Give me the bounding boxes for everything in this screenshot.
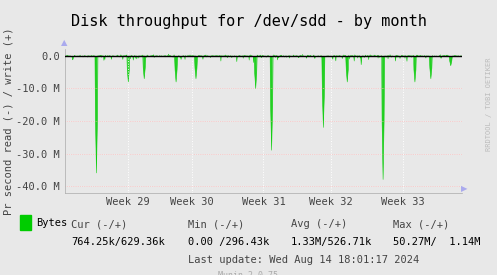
Text: RRDTOOL / TOBI OETIKER: RRDTOOL / TOBI OETIKER bbox=[486, 58, 492, 151]
Text: Min (-/+): Min (-/+) bbox=[188, 219, 244, 229]
Text: Last update: Wed Aug 14 18:01:17 2024: Last update: Wed Aug 14 18:01:17 2024 bbox=[188, 255, 419, 265]
Text: 50.27M/  1.14M: 50.27M/ 1.14M bbox=[393, 237, 481, 247]
Bar bbox=[19, 215, 31, 230]
Text: 1.33M/526.71k: 1.33M/526.71k bbox=[291, 237, 372, 247]
Y-axis label: Pr second read (-) / write (+): Pr second read (-) / write (+) bbox=[3, 27, 13, 215]
Text: Avg (-/+): Avg (-/+) bbox=[291, 219, 347, 229]
Text: 0.00 /296.43k: 0.00 /296.43k bbox=[188, 237, 269, 247]
Text: ▶: ▶ bbox=[461, 184, 468, 193]
Text: Munin 2.0.75: Munin 2.0.75 bbox=[219, 271, 278, 275]
Text: ▲: ▲ bbox=[61, 38, 68, 47]
Text: Bytes: Bytes bbox=[36, 218, 67, 228]
Text: 764.25k/629.36k: 764.25k/629.36k bbox=[71, 237, 165, 247]
Text: Max (-/+): Max (-/+) bbox=[393, 219, 450, 229]
Text: Cur (-/+): Cur (-/+) bbox=[71, 219, 127, 229]
Text: Disk throughput for /dev/sdd - by month: Disk throughput for /dev/sdd - by month bbox=[71, 14, 426, 29]
